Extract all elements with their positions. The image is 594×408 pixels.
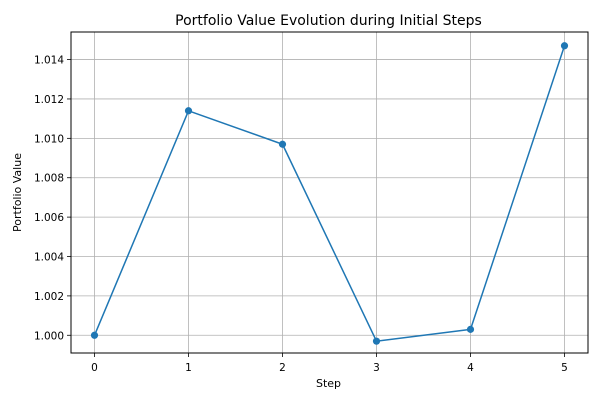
x-tick-label-5: 5 [561,362,568,374]
y-tick-label-5: 1.010 [34,133,64,145]
x-tick-label-2: 2 [279,362,286,374]
x-axis-label: Step [316,377,341,390]
data-point-2 [278,140,287,148]
series-layer [90,42,569,345]
y-tick-label-3: 1.006 [34,212,64,224]
y-axis-label: Portfolio Value [11,153,24,232]
chart-title: Portfolio Value Evolution during Initial… [175,13,482,29]
data-point-3 [372,337,381,345]
y-tick-label-4: 1.008 [34,173,64,185]
plot-frame [70,31,589,354]
data-point-4 [466,325,475,333]
y-tick-label-6: 1.012 [34,94,64,106]
y-tick-label-1: 1.002 [34,291,64,303]
x-tick-label-3: 3 [373,362,380,374]
data-point-1 [184,107,193,115]
data-point-0 [90,331,99,339]
x-tick-label-1: 1 [185,362,192,374]
grid-layer [71,32,588,353]
x-tick-label-0: 0 [91,362,98,374]
x-tick-label-4: 4 [467,362,474,374]
series-line-0 [93,45,566,342]
y-tick-label-0: 1.000 [34,330,64,342]
y-tick-label-7: 1.014 [34,55,64,67]
ticks-layer: 0 1 2 3 4 5 1.000 1.002 1.004 1.006 1.008 1.010 1.01… [34,55,568,374]
y-tick-label-2: 1.004 [34,252,64,264]
data-point-5 [560,42,569,50]
